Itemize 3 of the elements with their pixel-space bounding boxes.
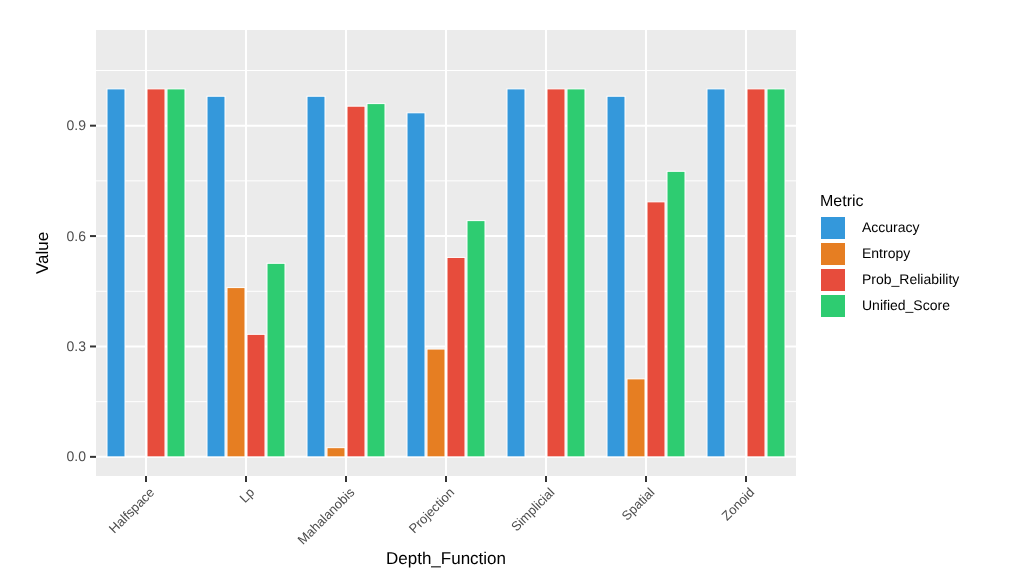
legend-title: Metric bbox=[820, 192, 864, 210]
x-axis-title: Depth_Function bbox=[385, 548, 507, 568]
y-axis-title: Value bbox=[32, 231, 52, 275]
